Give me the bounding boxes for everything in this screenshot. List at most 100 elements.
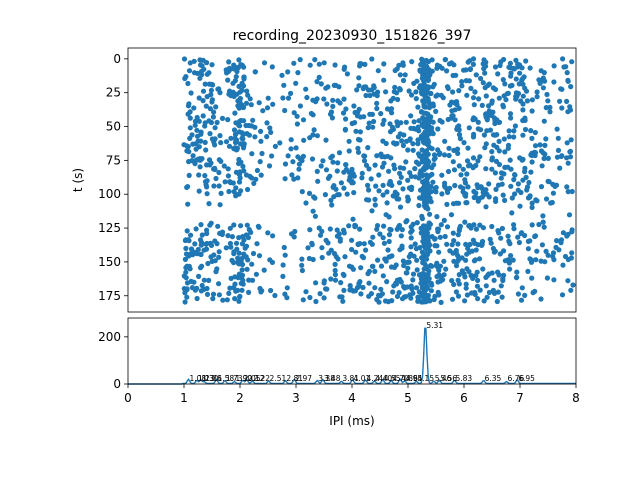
- scatter-point: [379, 154, 385, 160]
- scatter-point: [294, 121, 300, 127]
- scatter-point: [392, 141, 398, 147]
- scatter-point: [560, 262, 566, 268]
- scatter-point: [198, 251, 204, 258]
- scatter-point: [370, 234, 376, 240]
- scatter-point: [321, 60, 327, 66]
- scatter-point: [456, 127, 462, 133]
- scatter-point: [366, 293, 372, 299]
- scatter-point: [368, 176, 374, 182]
- scatter-point: [217, 202, 223, 208]
- scatter-point: [346, 223, 352, 229]
- histogram-peak-label: 1.36: [205, 374, 222, 383]
- scatter-point: [336, 84, 342, 90]
- scatter-point: [434, 62, 440, 68]
- scatter-point: [225, 173, 231, 179]
- scatter-point: [190, 141, 196, 147]
- scatter-point: [279, 72, 285, 78]
- histogram-peak-label: 2.97: [295, 374, 312, 383]
- scatter-point: [467, 162, 473, 168]
- scatter-point: [468, 85, 474, 91]
- scatter-point: [463, 257, 469, 263]
- scatter-point: [392, 166, 398, 172]
- scatter-point: [369, 56, 375, 62]
- scatter-point: [400, 186, 406, 192]
- scatter-point: [218, 158, 224, 164]
- scatter-point: [196, 273, 202, 279]
- scatter-point: [460, 166, 466, 172]
- scatter-point: [486, 194, 492, 200]
- scatter-point: [335, 98, 341, 104]
- scatter-point: [423, 135, 429, 141]
- scatter-point: [281, 82, 287, 88]
- scatter-point: [392, 84, 398, 90]
- scatter-axes: 0 25 50 75 100 125 150 175 t (s): [71, 47, 577, 313]
- scatter-point: [200, 98, 206, 104]
- scatter-point: [423, 234, 429, 240]
- scatter-point: [459, 268, 465, 274]
- scatter-point: [307, 62, 313, 68]
- scatter-point: [349, 246, 355, 253]
- scatter-point: [420, 238, 426, 244]
- scatter-point: [334, 227, 340, 233]
- scatter-point: [430, 179, 436, 185]
- scatter-point: [289, 172, 295, 178]
- scatter-point: [386, 232, 393, 238]
- scatter-point: [281, 244, 287, 251]
- scatter-point: [384, 279, 390, 285]
- scatter-point: [381, 160, 387, 166]
- scatter-point: [493, 196, 499, 202]
- scatter-point: [517, 203, 523, 209]
- scatter-point: [401, 132, 407, 138]
- scatter-point: [277, 140, 283, 146]
- scatter-point: [537, 80, 543, 86]
- scatter-point: [366, 280, 372, 286]
- scatter-point: [250, 117, 256, 123]
- scatter-point: [295, 154, 301, 160]
- scatter-point: [371, 118, 377, 125]
- scatter-point: [427, 68, 433, 74]
- scatter-point: [568, 287, 574, 293]
- histogram-peak-label: 2.05: [244, 374, 261, 383]
- scatter-point: [357, 61, 363, 67]
- scatter-point: [451, 100, 458, 106]
- scatter-point: [429, 263, 435, 269]
- scatter-point: [216, 249, 222, 255]
- scatter-point: [473, 72, 479, 78]
- scatter-point: [323, 167, 330, 173]
- scatter-point: [449, 296, 456, 302]
- scatter-point: [502, 81, 508, 87]
- scatter-point: [456, 88, 462, 94]
- scatter-point: [405, 198, 411, 204]
- scatter-point: [461, 140, 467, 146]
- histogram-y-ticks: 0 200: [98, 330, 128, 391]
- scatter-point: [235, 287, 241, 293]
- scatter-point: [565, 256, 571, 263]
- scatter-point: [328, 155, 334, 161]
- scatter-point: [565, 278, 571, 284]
- scatter-point: [360, 255, 367, 261]
- scatter-point: [392, 67, 398, 74]
- scatter-point: [520, 107, 526, 113]
- histogram-peak-label: 2.81: [286, 374, 303, 383]
- scatter-point: [472, 240, 478, 246]
- scatter-point: [453, 72, 459, 78]
- scatter-point: [524, 184, 531, 190]
- scatter-point: [256, 253, 263, 259]
- scatter-point: [513, 275, 520, 281]
- scatter-point: [507, 111, 514, 117]
- scatter-point: [236, 250, 242, 256]
- scatter-point: [210, 114, 216, 120]
- scatter-point: [374, 153, 380, 159]
- scatter-point: [239, 130, 245, 136]
- scatter-point: [424, 73, 430, 79]
- scatter-point: [355, 145, 361, 151]
- scatter-point: [199, 282, 205, 289]
- scatter-point: [185, 201, 191, 207]
- scatter-point: [365, 145, 371, 151]
- scatter-point: [502, 149, 508, 155]
- scatter-point: [245, 92, 251, 98]
- scatter-point: [416, 118, 422, 124]
- scatter-point: [464, 158, 471, 164]
- scatter-point: [381, 117, 387, 123]
- scatter-point: [232, 145, 238, 151]
